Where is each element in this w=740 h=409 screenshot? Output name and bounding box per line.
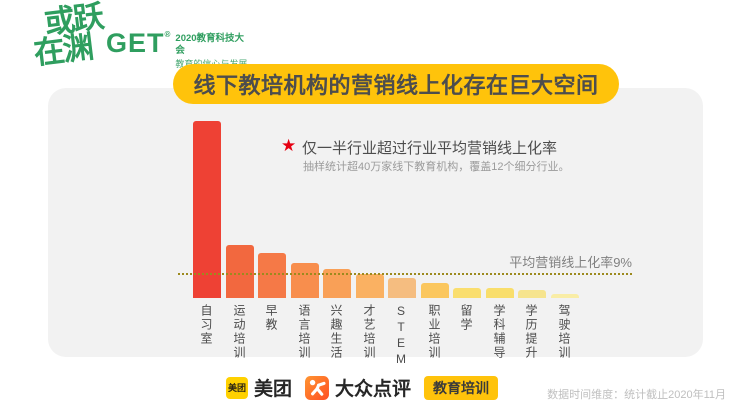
chart-bar-职业培训: [421, 283, 449, 298]
star-icon: ★: [281, 136, 297, 155]
chart-bar-留学: [453, 288, 481, 298]
brand-logo-block: 或跃 在渊 GET® 2020教育科技大会 教育的信心与发展: [28, 0, 248, 84]
meituan-icon: 美团: [225, 376, 248, 399]
annotation-subtext: 抽样统计超40万家线下教育机构，覆盖12个细分行业。: [303, 161, 570, 173]
meituan-label: 美团: [253, 379, 292, 400]
chart-bar-早教: [258, 253, 286, 298]
page-title: 线下教培机构的营销线上化存在巨大空间: [193, 73, 599, 98]
footer-logos: 美团 美团 大众点评 教育培训: [225, 374, 499, 401]
category-label-职业培训: 职业培训: [427, 304, 441, 360]
chart-bar-自习室: [193, 121, 221, 298]
conference-subtitle: 教育的信心与发展: [175, 58, 248, 71]
chart-bar-运动培训: [226, 245, 254, 298]
get-logo: GET: [106, 28, 165, 58]
chart-bar-STEM: [388, 278, 416, 298]
category-label-STEM: STEM: [394, 304, 408, 368]
meituan-logo: 美团 美团: [225, 374, 292, 401]
category-label-兴趣生活: 兴趣生活: [329, 304, 343, 360]
education-category-badge: 教育培训: [424, 375, 499, 400]
conference-title: 2020教育科技大会: [175, 33, 245, 57]
category-label-学历提升: 学历提升: [524, 304, 538, 360]
dianping-logo: 大众点评: [305, 374, 411, 401]
chart-bar-驾驶培训: [551, 294, 579, 298]
category-label-才艺培训: 才艺培训: [362, 304, 376, 360]
annotation-headline: 仅一半行业超过行业平均营销线上化率: [302, 140, 558, 157]
title-banner: 线下教培机构的营销线上化存在巨大空间: [173, 64, 619, 104]
category-label-早教: 早教: [264, 304, 278, 332]
category-label-留学: 留学: [459, 304, 473, 332]
category-label-自习室: 自习室: [199, 304, 213, 346]
category-label-语言培训: 语言培训: [297, 304, 311, 360]
dianping-label: 大众点评: [335, 379, 412, 400]
dianping-icon: [305, 375, 329, 400]
data-period-note: 数据时间维度：统计截止2020年11月: [547, 389, 726, 401]
category-label-运动培训: 运动培训: [232, 304, 246, 360]
get-logo-block: GET® 2020教育科技大会 教育的信心与发展: [106, 30, 248, 70]
chart-bar-学科辅导: [486, 288, 514, 298]
chart-bar-学历提升: [518, 290, 546, 298]
category-label-驾驶培训: 驾驶培训: [557, 304, 571, 360]
average-dotted-line: [178, 273, 632, 275]
chart-bar-语言培训: [291, 263, 319, 298]
chart-card: [48, 88, 703, 357]
average-line-label: 平均营销线上化率9%: [509, 255, 632, 270]
registered-mark: ®: [164, 30, 171, 39]
chart-bar-才艺培训: [356, 274, 384, 298]
category-label-学科辅导: 学科辅导: [492, 304, 506, 360]
